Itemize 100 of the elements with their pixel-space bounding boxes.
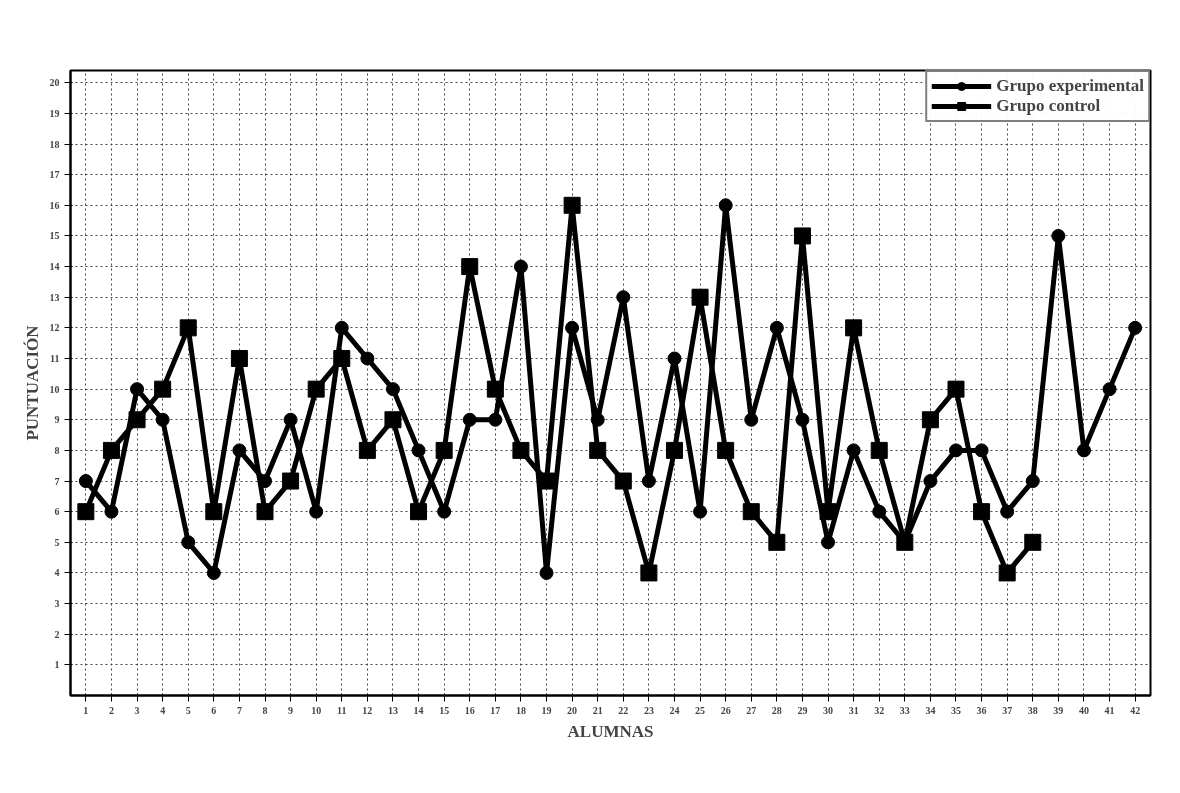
point (435, 441, 453, 459)
x-tick-label: 22 (618, 704, 629, 716)
point (104, 504, 119, 519)
x-tick-label: 38 (1027, 704, 1038, 716)
point (358, 441, 376, 459)
x-tick-label: 42 (1130, 704, 1141, 716)
point (640, 564, 658, 582)
point (512, 441, 530, 459)
x-axis-title: ALUMNAS (567, 721, 654, 741)
point (565, 320, 580, 335)
point (461, 258, 479, 276)
point (410, 503, 428, 521)
y-tick-label: 7 (54, 475, 60, 487)
point (973, 503, 991, 521)
point (589, 441, 607, 459)
legend-label: Grupo control (996, 96, 1101, 116)
x-tick-label: 36 (976, 704, 987, 716)
y-tick-label: 2 (54, 628, 60, 640)
point (334, 320, 349, 335)
x-tick-label: 2 (108, 704, 114, 716)
point (360, 351, 375, 366)
point (846, 443, 861, 458)
point (181, 535, 196, 550)
x-tick-label: 9 (288, 704, 294, 716)
point (744, 412, 759, 427)
x-tick-label: 10 (311, 704, 322, 716)
y-tick-label: 17 (49, 169, 60, 181)
x-tick-label: 11 (337, 704, 347, 716)
point (821, 535, 836, 550)
point (742, 503, 760, 521)
point (488, 412, 503, 427)
x-tick-label: 25 (695, 704, 706, 716)
point (768, 533, 786, 551)
x-tick-label: 20 (567, 704, 578, 716)
x-tick-label: 26 (720, 704, 731, 716)
point (384, 411, 402, 429)
point (947, 380, 965, 398)
point (590, 412, 605, 427)
x-tick-label: 21 (592, 704, 603, 716)
point (921, 411, 939, 429)
y-tick-label: 12 (49, 322, 60, 334)
point (333, 349, 351, 367)
x-tick-label: 12 (362, 704, 373, 716)
point (616, 290, 631, 305)
x-tick-label: 27 (746, 704, 757, 716)
y-tick-label: 20 (49, 77, 60, 89)
point (179, 319, 197, 337)
point (307, 380, 325, 398)
point (641, 474, 656, 489)
y-axis-title: PUNTUACIÓN (22, 324, 42, 441)
point (78, 474, 93, 489)
point (77, 503, 95, 521)
point (1025, 474, 1040, 489)
point (282, 472, 300, 490)
point (539, 565, 554, 580)
point (230, 349, 248, 367)
x-tick-label: 15 (439, 704, 450, 716)
x-tick-label: 7 (236, 704, 242, 716)
legend-label: Grupo experimental (996, 76, 1144, 96)
point (205, 503, 223, 521)
x-tick-label: 34 (925, 704, 936, 716)
point (793, 227, 811, 245)
point (1076, 443, 1091, 458)
point (1102, 382, 1117, 397)
point (206, 565, 221, 580)
point (128, 411, 146, 429)
y-tick-label: 3 (54, 598, 60, 610)
y-tick-label: 4 (54, 567, 60, 579)
x-tick-label: 17 (490, 704, 501, 716)
point (974, 443, 989, 458)
point (845, 319, 863, 337)
y-tick-label: 9 (54, 414, 60, 426)
y-tick-label: 8 (54, 444, 60, 456)
x-tick-label: 6 (211, 704, 217, 716)
point (769, 320, 784, 335)
y-tick-label: 14 (49, 261, 60, 273)
point (283, 412, 298, 427)
x-tick-label: 33 (899, 704, 910, 716)
y-tick-label: 11 (50, 352, 60, 364)
x-tick-label: 13 (387, 704, 398, 716)
x-tick-label: 8 (262, 704, 268, 716)
point (691, 288, 709, 306)
point (998, 564, 1016, 582)
y-tick-label: 10 (49, 383, 60, 395)
point (717, 441, 735, 459)
x-tick-label: 3 (134, 704, 140, 716)
y-tick-label: 6 (54, 506, 60, 518)
y-tick-label: 18 (49, 138, 60, 150)
point (563, 196, 581, 214)
x-tick-label: 1 (83, 704, 89, 716)
y-tick-label: 15 (49, 230, 60, 242)
point (1128, 320, 1143, 335)
y-tick-label: 5 (54, 536, 60, 548)
point (1051, 228, 1066, 243)
y-tick-label: 13 (49, 291, 60, 303)
y-tick-label: 16 (49, 199, 60, 211)
point (513, 259, 528, 274)
point (667, 351, 682, 366)
point (1024, 533, 1042, 551)
x-tick-label: 19 (541, 704, 552, 716)
